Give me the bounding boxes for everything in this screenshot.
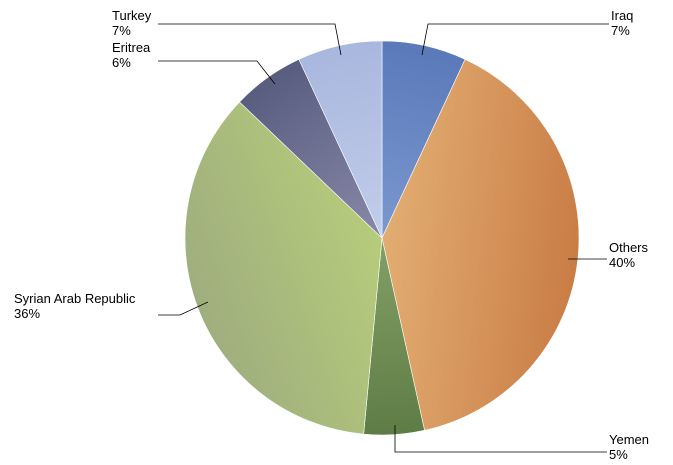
slice-label-yemen: Yemen: [609, 432, 649, 447]
slice-percent-eritrea: 6%: [112, 55, 131, 70]
leader-line-syrian-arab-republic: [158, 301, 209, 316]
leader-line-eritrea: [158, 60, 276, 85]
leader-line-iraq: [421, 23, 609, 56]
slice-others: [381, 58, 580, 431]
slice-percent-turkey: 7%: [112, 23, 131, 38]
slice-label-iraq: Iraq: [611, 8, 633, 23]
slice-percent-iraq: 7%: [611, 23, 630, 38]
leader-lines: [158, 23, 609, 453]
slice-percent-yemen: 5%: [609, 447, 628, 462]
slice-percent-syrian-arab-republic: 36%: [14, 306, 40, 321]
pie-slices: [184, 40, 580, 436]
slice-label-eritrea: Eritrea: [112, 40, 151, 55]
slice-label-others: Others: [609, 240, 649, 255]
slice-label-turkey: Turkey: [112, 8, 152, 23]
leader-line-yemen: [394, 425, 607, 453]
leader-line-turkey: [158, 23, 342, 56]
slice-percent-others: 40%: [609, 255, 635, 270]
slice-label-syrian-arab-republic: Syrian Arab Republic: [14, 291, 136, 306]
